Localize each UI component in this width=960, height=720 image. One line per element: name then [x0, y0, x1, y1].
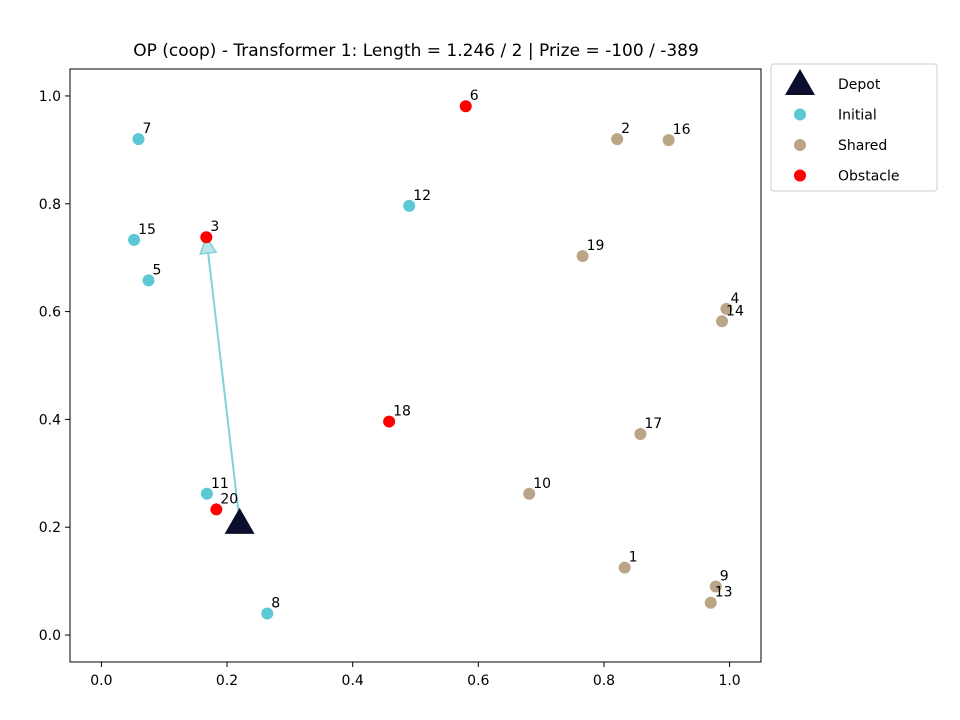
legend-marker-initial — [794, 108, 806, 121]
point-shared-10 — [523, 487, 536, 500]
point-initial-11 — [200, 487, 213, 500]
y-tick-label: 0.6 — [39, 305, 61, 321]
point-shared-14 — [716, 315, 729, 328]
point-initial-12 — [403, 199, 416, 212]
point-label: 5 — [153, 262, 162, 278]
route-arrowhead — [199, 235, 218, 255]
legend-label-obstacle: Obstacle — [838, 169, 899, 185]
point-label: 10 — [533, 476, 551, 492]
x-tick-label: 0.0 — [90, 673, 112, 689]
point-label: 14 — [726, 303, 744, 319]
y-tick-label: 0.0 — [39, 628, 61, 644]
x-tick-label: 0.8 — [593, 673, 615, 689]
point-label: 17 — [644, 416, 662, 432]
point-shared-19 — [576, 250, 589, 263]
point-obstacle-6 — [459, 100, 472, 113]
point-shared-2 — [611, 133, 624, 146]
y-tick-label: 1.0 — [39, 89, 61, 105]
point-shared-16 — [662, 134, 675, 147]
point-label: 6 — [470, 88, 479, 104]
point-label: 13 — [715, 585, 733, 601]
route-segment — [207, 252, 241, 522]
legend-label-initial: Initial — [838, 108, 877, 124]
legend-marker-shared — [794, 139, 806, 151]
chart-title: OP (coop) - Transformer 1: Length = 1.24… — [133, 41, 699, 61]
point-initial-15 — [128, 233, 141, 246]
plot-area: 0.0 0.2 0.4 0.6 0.8 1.0 0.0 0.2 0.4 0.6 0.8 1.0 7 15 5… — [39, 68, 762, 689]
point-shared-17 — [634, 427, 647, 440]
point-obstacle-3 — [200, 231, 213, 244]
point-label: 4 — [730, 291, 739, 307]
depot-marker — [224, 507, 255, 534]
point-label: 2 — [621, 121, 630, 137]
point-initial-5 — [142, 274, 155, 287]
point-shared-1 — [618, 561, 631, 574]
point-label: 9 — [720, 569, 729, 585]
point-shared-13 — [704, 596, 717, 609]
point-label: 1 — [629, 550, 638, 566]
y-tick-label: 0.8 — [39, 197, 61, 213]
point-label: 20 — [220, 491, 238, 507]
point-label: 12 — [413, 188, 431, 204]
legend-label-depot: Depot — [838, 77, 881, 93]
point-label: 16 — [673, 122, 691, 138]
point-shared-4 — [720, 302, 733, 315]
point-label: 7 — [142, 121, 151, 137]
y-tick-label: 0.2 — [39, 520, 61, 536]
legend-label-shared: Shared — [838, 138, 887, 154]
plot-frame — [69, 68, 762, 663]
x-tick-label: 0.4 — [342, 673, 364, 689]
point-shared-9 — [709, 580, 722, 593]
x-tick-label: 0.2 — [216, 673, 238, 689]
point-label: 3 — [210, 219, 219, 235]
point-obstacle-18 — [383, 415, 396, 428]
legend-marker-depot — [785, 69, 815, 95]
x-tick-label: 1.0 — [718, 673, 740, 689]
legend-box — [770, 63, 938, 192]
point-label: 15 — [138, 222, 156, 238]
legend: Depot Initial Shared Obstacle — [770, 63, 938, 192]
y-tick-label: 0.4 — [39, 412, 61, 428]
point-label: 8 — [271, 595, 280, 611]
point-label: 19 — [587, 238, 605, 254]
point-label: 11 — [211, 476, 229, 492]
point-label: 18 — [393, 404, 411, 420]
point-initial-7 — [132, 133, 145, 146]
legend-marker-obstacle — [794, 169, 806, 182]
point-initial-8 — [261, 607, 274, 620]
point-obstacle-20 — [210, 503, 223, 516]
x-tick-label: 0.6 — [467, 673, 489, 689]
